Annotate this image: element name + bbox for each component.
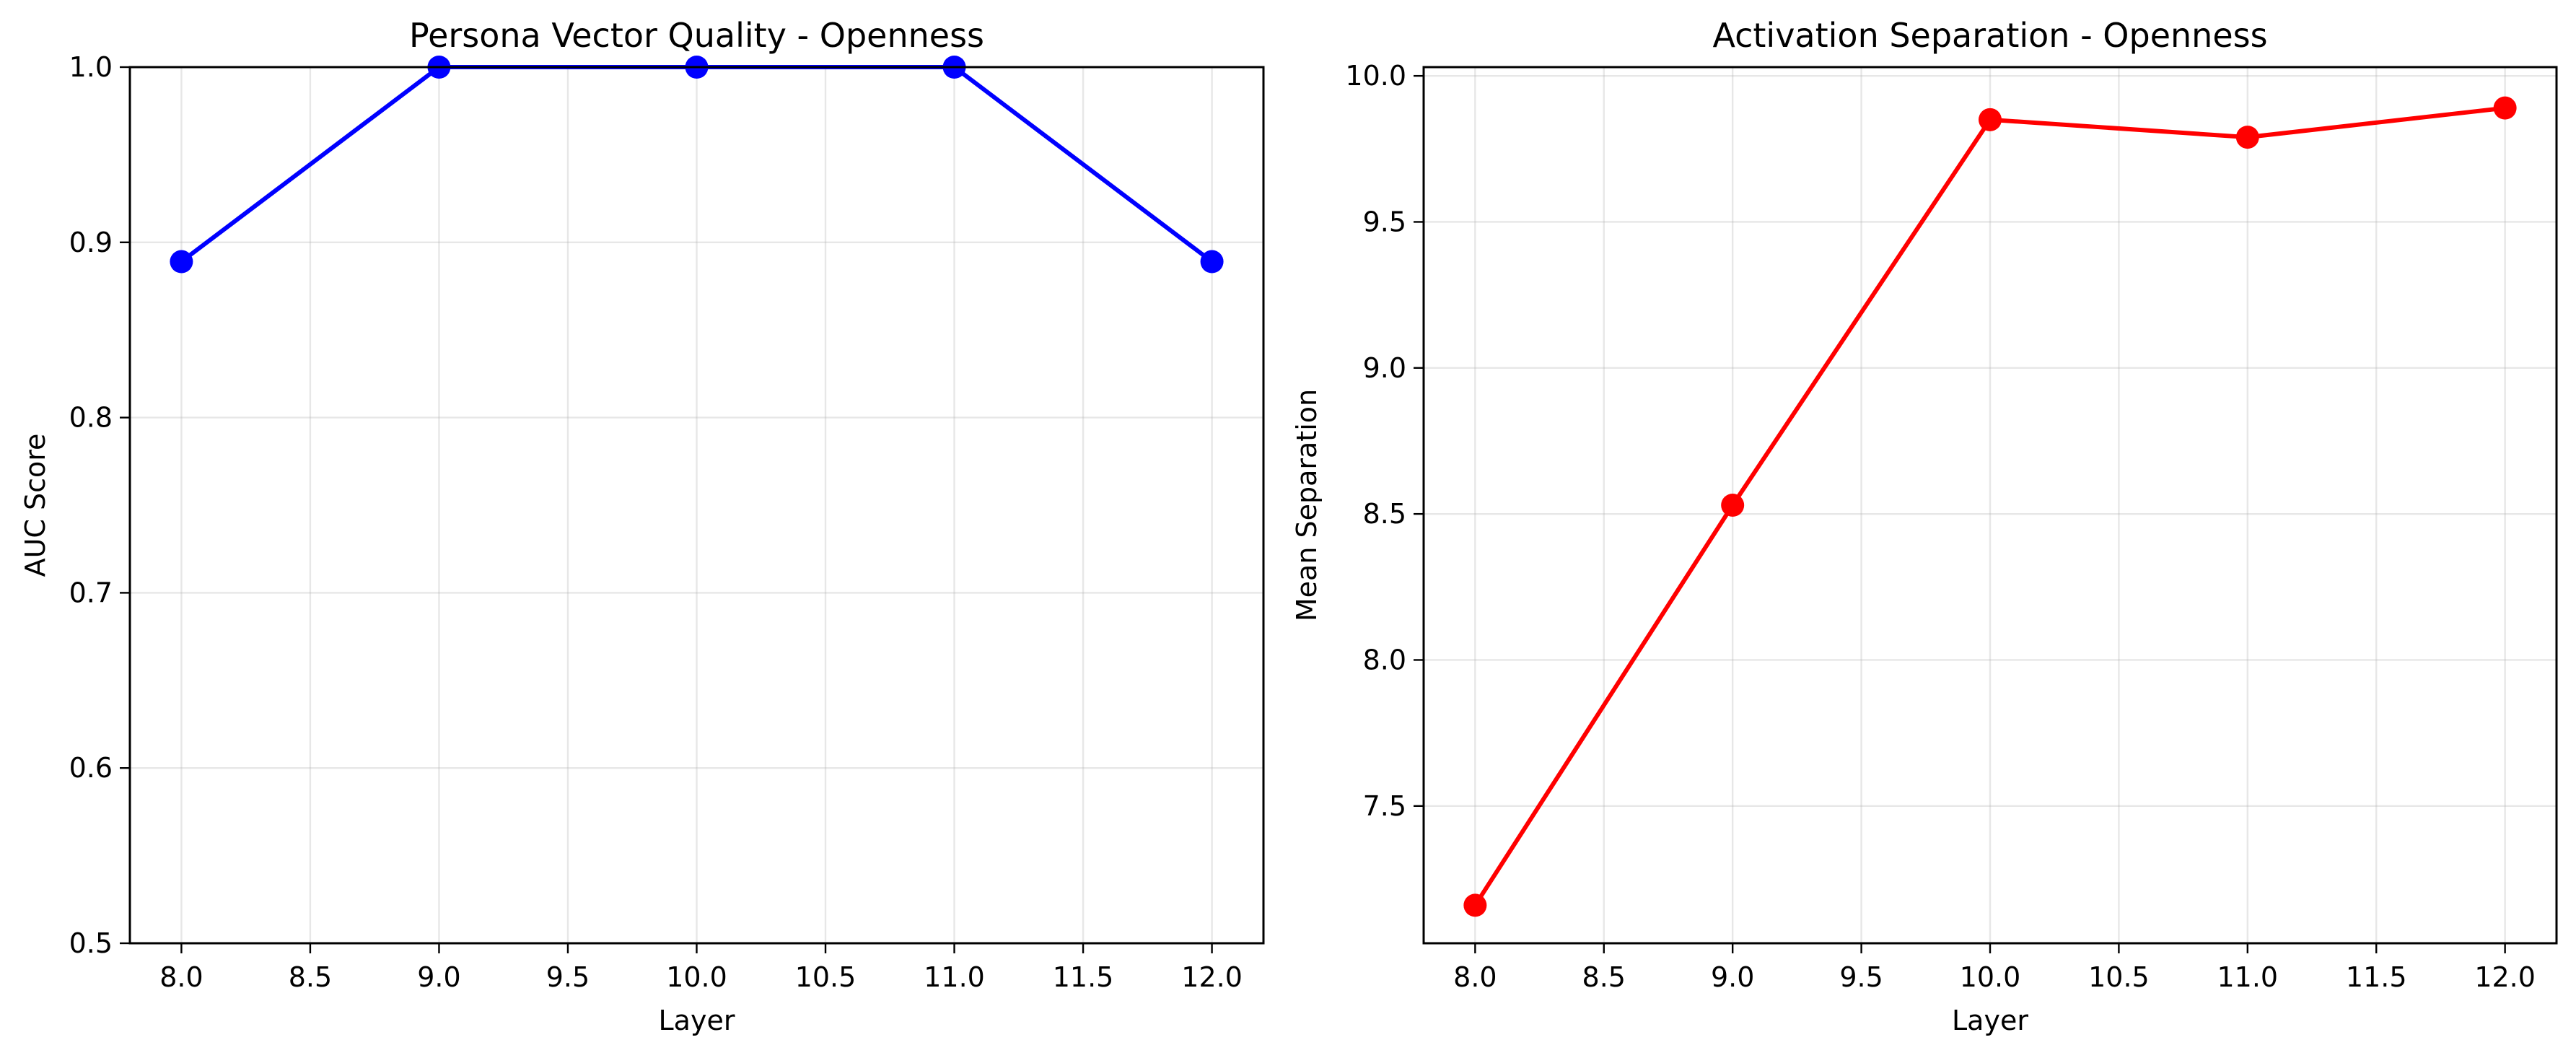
y-tick-label: 8.0 — [1363, 644, 1406, 676]
x-axis-label: Layer — [659, 1005, 735, 1036]
y-tick-label: 1.0 — [69, 51, 113, 83]
x-tick-label: 9.5 — [1839, 961, 1883, 993]
y-tick-label: 9.5 — [1363, 206, 1406, 237]
chart-title: Persona Vector Quality - Openness — [409, 16, 984, 55]
chart-title: Activation Separation - Openness — [1712, 16, 2267, 55]
x-tick-label: 12.0 — [2474, 961, 2536, 993]
x-tick-label: 9.0 — [1711, 961, 1754, 993]
x-tick-label: 11.5 — [1053, 961, 1114, 993]
data-point — [170, 250, 193, 274]
x-tick-label: 10.5 — [795, 961, 857, 993]
data-point — [1463, 893, 1487, 917]
x-tick-label: 11.0 — [2217, 961, 2279, 993]
x-tick-label: 8.0 — [159, 961, 203, 993]
data-point — [1200, 250, 1224, 274]
x-tick-label: 11.0 — [924, 961, 985, 993]
auc-chart: 8.0 8.5 9.0 9.5 10.0 10.5 11.0 11.5 12.0 0.5 0.6 0.… — [19, 16, 1265, 1036]
x-tick-label: 8.5 — [289, 961, 332, 993]
y-tick-label: 7.5 — [1363, 790, 1406, 822]
y-tick-label: 0.5 — [69, 927, 113, 959]
x-tick-label: 9.0 — [417, 961, 460, 993]
x-tick-label: 9.5 — [546, 961, 590, 993]
y-tick-label: 8.5 — [1363, 498, 1406, 530]
x-tick-label: 11.5 — [2346, 961, 2407, 993]
x-tick-label: 10.0 — [666, 961, 727, 993]
y-tick-label: 10.0 — [1345, 60, 1406, 92]
y-tick-label: 9.0 — [1363, 352, 1406, 384]
data-point — [2235, 126, 2259, 149]
x-tick-label: 12.0 — [1181, 961, 1243, 993]
y-axis-label: Mean Separation — [1291, 389, 1323, 621]
y-tick-label: 0.6 — [69, 752, 113, 784]
y-tick-label: 0.7 — [69, 577, 113, 608]
x-tick-label: 10.5 — [2088, 961, 2150, 993]
y-tick-label: 0.8 — [69, 402, 113, 434]
data-point — [1979, 108, 2002, 131]
data-point — [1721, 494, 1745, 517]
separation-chart: 8.0 8.5 9.0 9.5 10.0 10.5 11.0 11.5 12.0 7.5 8.0 8.… — [1291, 16, 2558, 1036]
x-axis-label: Layer — [1952, 1005, 2028, 1036]
x-tick-label: 8.0 — [1453, 961, 1497, 993]
x-tick-label: 10.0 — [1960, 961, 2021, 993]
y-tick-label: 0.9 — [69, 227, 113, 258]
y-axis-label: AUC Score — [19, 434, 51, 577]
x-tick-label: 8.5 — [1582, 961, 1626, 993]
data-point — [2493, 96, 2517, 120]
